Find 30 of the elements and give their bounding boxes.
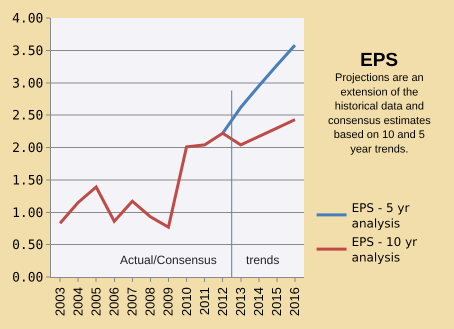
x-tick-label: 2013 <box>232 287 248 316</box>
x-tick-label: 2004 <box>70 287 86 316</box>
x-tick-label: 2005 <box>88 287 104 316</box>
y-tick-label: 0.50 <box>12 238 44 254</box>
text: Projections are an extension of the historical data and consensus estimates based on 10 and 5 year trends. <box>328 72 432 156</box>
y-tick-label: 0.00 <box>12 270 44 286</box>
x-tick-label: 2012 <box>214 287 230 316</box>
x-tick-label: 2016 <box>287 287 302 316</box>
x-tick-label: 2003 <box>52 287 68 316</box>
y-tick-label: 1.50 <box>12 173 44 188</box>
annotation: trends <box>246 253 280 267</box>
legend-label: EPS - 10 yr analysis <box>352 235 418 265</box>
y-tick-label: 3.00 <box>12 76 44 92</box>
x-tick-label: 2014 <box>251 287 266 316</box>
x-tick-label: 2010 <box>178 287 194 316</box>
x-tick-label: 2006 <box>106 287 122 316</box>
y-tick-label: 3.50 <box>12 44 44 59</box>
y-tick-label: 2.00 <box>12 141 44 156</box>
x-tick-label: 2008 <box>142 287 158 316</box>
x-tick-label: 2009 <box>160 287 176 316</box>
y-tick-label: 2.50 <box>12 108 44 124</box>
text: EPS <box>360 50 398 71</box>
x-tick-label: 2011 <box>196 287 212 316</box>
line-series <box>58 118 296 229</box>
y-tick-label: 4.00 <box>12 12 44 27</box>
legend-label: EPS - 5 yr analysis <box>352 200 410 230</box>
y-tick-label: 1.00 <box>12 206 44 221</box>
x-tick-label: 2015 <box>269 287 284 316</box>
x-tick-label: 2007 <box>124 287 140 316</box>
annotation: Actual/Consensus <box>120 253 217 267</box>
